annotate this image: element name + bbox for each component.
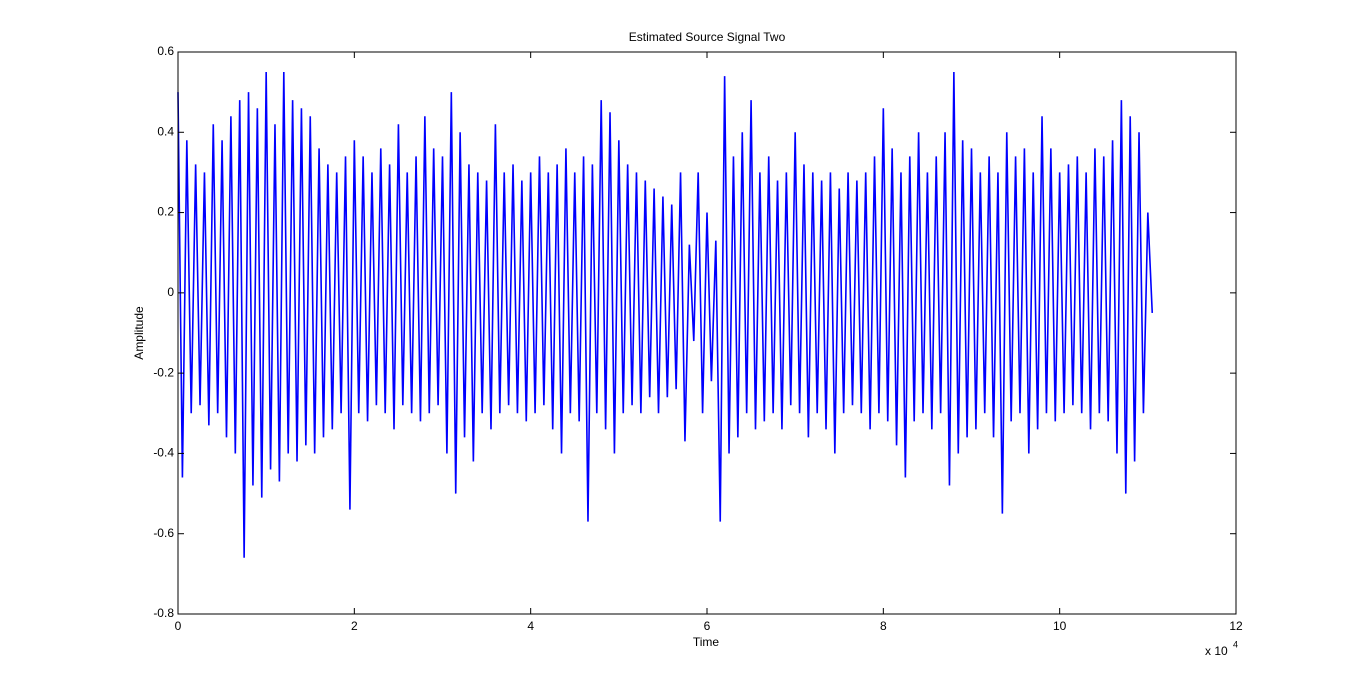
x-tick-label: 8 (880, 619, 887, 633)
x-tick-label: 12 (1229, 619, 1243, 633)
y-tick-label: 0.6 (157, 44, 174, 58)
y-tick-label: 0 (167, 285, 174, 299)
y-tick-label: 0.2 (157, 205, 174, 219)
x-tick-label: 6 (704, 619, 711, 633)
y-axis-label: Amplitude (132, 306, 146, 360)
x-axis-label: Time (693, 635, 720, 649)
x-tick-label: 0 (175, 619, 182, 633)
x-scale-base: x 10 (1205, 644, 1228, 658)
x-scale-exponent: 4 (1233, 639, 1238, 649)
y-tick-label: -0.6 (153, 526, 174, 540)
x-tick-label: 2 (351, 619, 358, 633)
x-tick-label: 4 (527, 619, 534, 633)
chart-title: Estimated Source Signal Two (629, 30, 786, 44)
y-tick-label: -0.4 (153, 446, 174, 460)
x-tick-label: 10 (1053, 619, 1067, 633)
y-tick-label: -0.2 (153, 365, 174, 379)
y-tick-label: -0.8 (153, 606, 174, 620)
y-tick-label: 0.4 (157, 124, 174, 138)
signal-line (177, 72, 1154, 558)
